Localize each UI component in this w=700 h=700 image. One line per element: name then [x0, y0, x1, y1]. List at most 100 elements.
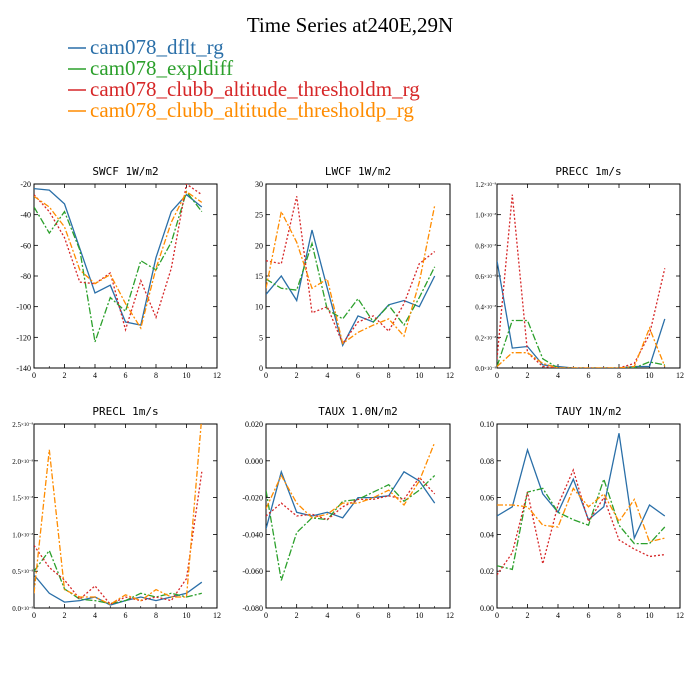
chart-panel: PRECL 1m/s0 2 4 6 8 10 120.0 ×10⁻⁸0.5 ×10⁻⁸1.0 ×1…: [12, 405, 221, 620]
x-tick-label: 8: [387, 371, 391, 380]
y-tick-exponent: ×10⁻⁸: [21, 496, 33, 502]
plot-frame: [265, 423, 451, 609]
series-line: [266, 475, 436, 581]
x-tick-label: 2: [526, 611, 530, 620]
y-tick-label: 0.04: [480, 530, 494, 539]
y-tick-label: -20: [20, 180, 31, 189]
legend-label: cam078_clubb_altitude_thresholdm_rg: [90, 77, 420, 101]
chart-panel: PRECC 1m/s0 2 4 6 8 10 120.0 ×10⁻⁸0.2 ×10⁻⁸0.4 ×1…: [475, 165, 684, 380]
y-tick-exponent: ×10⁻⁸: [21, 569, 33, 575]
series-line: [34, 190, 203, 330]
x-tick-label: 4: [325, 611, 329, 620]
y-tick-label: 20: [255, 241, 263, 250]
x-tick-label: 4: [93, 371, 97, 380]
y-tick-label: 0.10: [480, 420, 494, 429]
y-tick-label: 0.020: [245, 420, 263, 429]
y-tick-label: 0: [259, 364, 263, 373]
series-line: [266, 196, 436, 345]
panel-title: TAUY 1N/m2: [555, 405, 621, 418]
figure-title: Time Series at240E,29N: [247, 13, 453, 37]
x-tick-label: 2: [295, 611, 299, 620]
y-tick-label: -140: [16, 364, 31, 373]
y-tick-label: 1.5: [12, 495, 21, 503]
x-tick-label: 10: [646, 371, 654, 380]
series-line: [266, 241, 436, 327]
y-tick-label: -100: [16, 303, 31, 312]
y-tick-label: -40: [20, 211, 31, 220]
series-line: [34, 424, 202, 606]
series-line: [34, 574, 203, 606]
x-tick-label: 2: [63, 371, 67, 380]
y-tick-label: -0.080: [242, 604, 263, 613]
legend-label: cam078_clubb_altitude_thresholdp_rg: [90, 98, 414, 122]
y-tick-exponent: ×10⁻⁸: [484, 213, 496, 219]
y-tick-exponent: ×10⁻⁸: [484, 182, 496, 188]
x-tick-label: 12: [213, 611, 221, 620]
y-tick-label: -80: [20, 272, 31, 281]
x-tick-label: 6: [587, 611, 591, 620]
x-tick-label: 10: [183, 371, 191, 380]
series-line: [266, 469, 436, 530]
x-tick-label: 6: [356, 611, 360, 620]
series-line: [497, 487, 665, 543]
x-tick-label: 0: [264, 611, 268, 620]
x-tick-label: 0: [264, 371, 268, 380]
legend: cam078_dflt_rgcam078_expldiffcam078_club…: [68, 35, 420, 122]
y-tick-label: 2.5: [12, 421, 21, 429]
y-tick-label: 30: [255, 180, 263, 189]
y-tick-label: 0.5: [12, 568, 21, 576]
series-line: [497, 326, 666, 368]
series-line: [266, 205, 436, 345]
x-tick-label: 8: [154, 371, 158, 380]
y-tick-label: 0.6: [475, 273, 484, 281]
x-tick-label: 0: [495, 611, 499, 620]
y-tick-label: 0.08: [480, 457, 494, 466]
y-tick-exponent: ×10⁻⁸: [21, 532, 33, 538]
series-line: [34, 184, 203, 333]
panel-title: TAUX 1.0N/m2: [318, 405, 397, 418]
y-tick-label: 15: [255, 272, 263, 281]
x-tick-label: 4: [556, 371, 560, 380]
x-tick-label: 12: [446, 371, 454, 380]
panel-title: LWCF 1W/m2: [325, 165, 391, 178]
y-tick-label: -0.060: [242, 567, 263, 576]
y-tick-label: 0.0: [475, 365, 484, 373]
y-tick-exponent: ×10⁻⁸: [484, 366, 496, 372]
plot-frame: [496, 423, 681, 609]
x-tick-label: 12: [676, 611, 684, 620]
y-tick-label: 10: [255, 303, 263, 312]
x-tick-label: 2: [526, 371, 530, 380]
chart-panel: LWCF 1W/m2 0 2 4 6 8 10 12 0 5 10 15 20 25 30: [255, 165, 454, 380]
x-tick-label: 6: [124, 611, 128, 620]
legend-label: cam078_dflt_rg: [90, 35, 224, 59]
x-tick-label: 8: [154, 611, 158, 620]
y-tick-exponent: ×10⁻⁸: [21, 459, 33, 465]
y-tick-label: 5: [259, 333, 263, 342]
x-tick-label: 8: [387, 611, 391, 620]
x-tick-label: 12: [676, 371, 684, 380]
panel-title: PRECL 1m/s: [92, 405, 158, 418]
y-tick-label: 0.00: [480, 604, 494, 613]
y-tick-exponent: ×10⁻⁸: [484, 305, 496, 311]
x-tick-label: 0: [495, 371, 499, 380]
y-tick-exponent: ×10⁻⁸: [21, 606, 33, 612]
series-line: [497, 319, 665, 368]
x-tick-label: 4: [325, 371, 329, 380]
x-tick-label: 12: [213, 371, 221, 380]
x-tick-label: 6: [124, 371, 128, 380]
y-tick-label: 0.2: [475, 334, 484, 342]
y-tick-exponent: ×10⁻⁸: [484, 243, 496, 249]
plot-frame: [496, 183, 681, 369]
y-tick-label: 2.0: [12, 458, 21, 466]
y-tick-label: 0.02: [480, 567, 494, 576]
series-line: [497, 477, 666, 571]
x-tick-label: 6: [356, 371, 360, 380]
y-tick-label: 0.000: [245, 457, 263, 466]
y-tick-label: -0.020: [242, 494, 263, 503]
legend-label: cam078_expldiff: [90, 56, 233, 80]
x-tick-label: 10: [415, 371, 423, 380]
y-tick-label: 0.0: [12, 605, 21, 613]
y-tick-label: 1.2: [475, 181, 484, 189]
series-line: [34, 190, 203, 343]
y-tick-exponent: ×10⁻⁸: [21, 422, 33, 428]
